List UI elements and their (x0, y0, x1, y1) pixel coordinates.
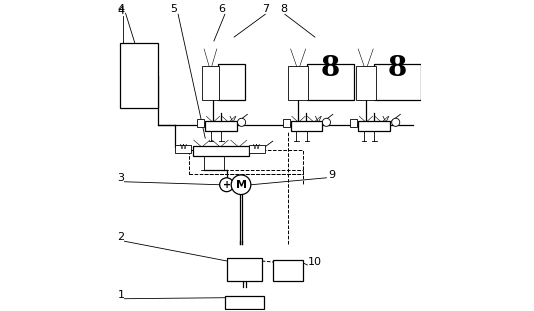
Text: 1: 1 (117, 290, 124, 300)
Text: 8: 8 (321, 55, 340, 82)
Text: 4: 4 (117, 4, 124, 14)
Text: W: W (253, 144, 260, 150)
Bar (248, 145, 265, 153)
Bar (205, 121, 237, 131)
Circle shape (219, 178, 233, 192)
Text: M: M (235, 180, 247, 190)
Text: 6: 6 (218, 4, 225, 14)
Bar (350, 119, 357, 127)
Bar (282, 119, 289, 127)
Text: 4: 4 (117, 6, 124, 16)
Text: 3: 3 (117, 173, 124, 183)
Bar (197, 119, 204, 127)
Text: 10: 10 (308, 257, 322, 267)
Text: W: W (180, 144, 187, 150)
Text: 2: 2 (117, 232, 124, 242)
Bar (358, 121, 390, 131)
Bar (374, 63, 421, 100)
Circle shape (323, 118, 331, 126)
Bar (307, 63, 354, 100)
Text: 5: 5 (170, 4, 178, 14)
Bar (218, 63, 245, 100)
Bar (225, 296, 264, 309)
Bar (175, 145, 191, 153)
Text: 9: 9 (328, 170, 335, 180)
Bar (189, 150, 303, 174)
Text: 8: 8 (280, 4, 287, 14)
Bar (120, 43, 159, 109)
Bar (227, 258, 262, 281)
Bar (356, 66, 375, 100)
Circle shape (391, 118, 400, 126)
Bar (202, 66, 219, 100)
Circle shape (231, 175, 251, 195)
Bar (273, 259, 303, 281)
Bar (290, 121, 323, 131)
Bar (193, 146, 248, 156)
Bar (288, 66, 308, 100)
Text: +: + (223, 180, 231, 190)
Circle shape (238, 118, 246, 126)
Text: 7: 7 (262, 4, 269, 14)
Text: 8: 8 (388, 55, 407, 82)
